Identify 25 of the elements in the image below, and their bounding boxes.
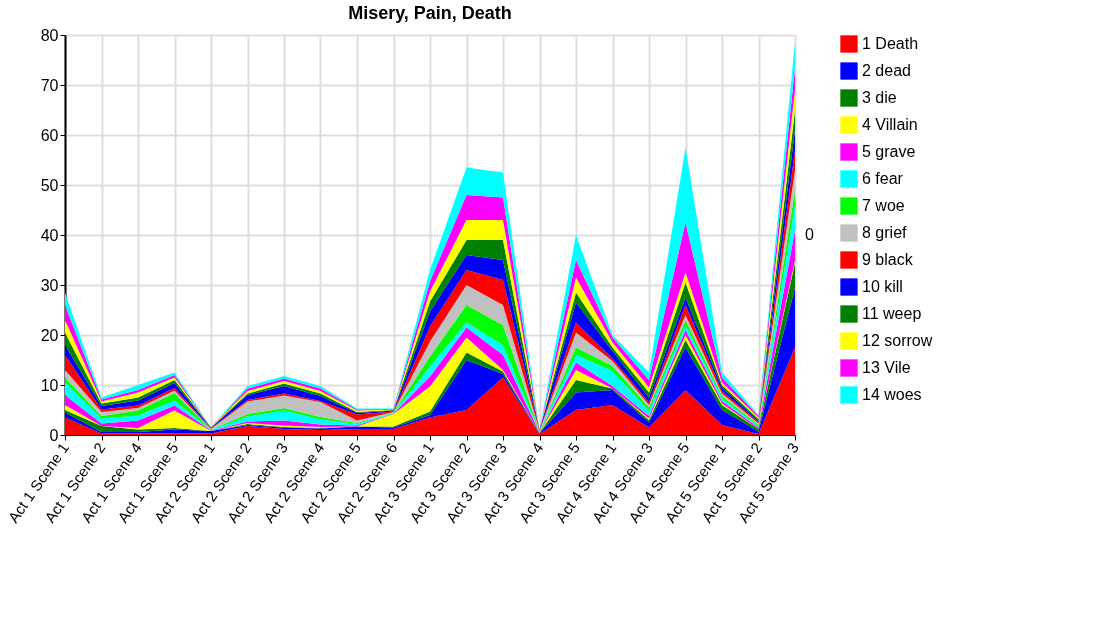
legend-label: 12 sorrow [862, 332, 933, 349]
text: 0 [805, 226, 814, 243]
y-tick-label: 40 [40, 226, 59, 244]
legend-label: 13 Vile [862, 359, 911, 376]
legend-label: 2 dead [862, 62, 911, 79]
legend-label: 10 kill [862, 278, 903, 295]
legend-label: 3 die [862, 89, 897, 106]
y-tick-label: 10 [40, 376, 59, 394]
y-tick-label: 50 [40, 176, 59, 194]
legend-label: 5 grave [862, 143, 916, 160]
legend-label: 1 Death [862, 35, 919, 52]
y-tick-label: 80 [40, 26, 59, 44]
chart-title: Misery, Pain, Death [348, 3, 512, 23]
legend-label: 11 weep [862, 305, 922, 322]
legend-label: 7 woe [862, 197, 905, 214]
legend-label: 6 fear [862, 170, 904, 187]
legend-label: 14 woes [862, 386, 922, 403]
y-tick-label: 70 [40, 76, 59, 94]
y-tick-label: 20 [40, 326, 59, 344]
y-tick-label: 60 [40, 126, 59, 144]
legend-label: 4 Villain [862, 116, 918, 133]
legend-label: 9 black [862, 251, 914, 268]
legend-label: 8 grief [862, 224, 908, 241]
y-tick-label: 30 [40, 276, 59, 294]
y-tick-label: 0 [49, 426, 59, 444]
